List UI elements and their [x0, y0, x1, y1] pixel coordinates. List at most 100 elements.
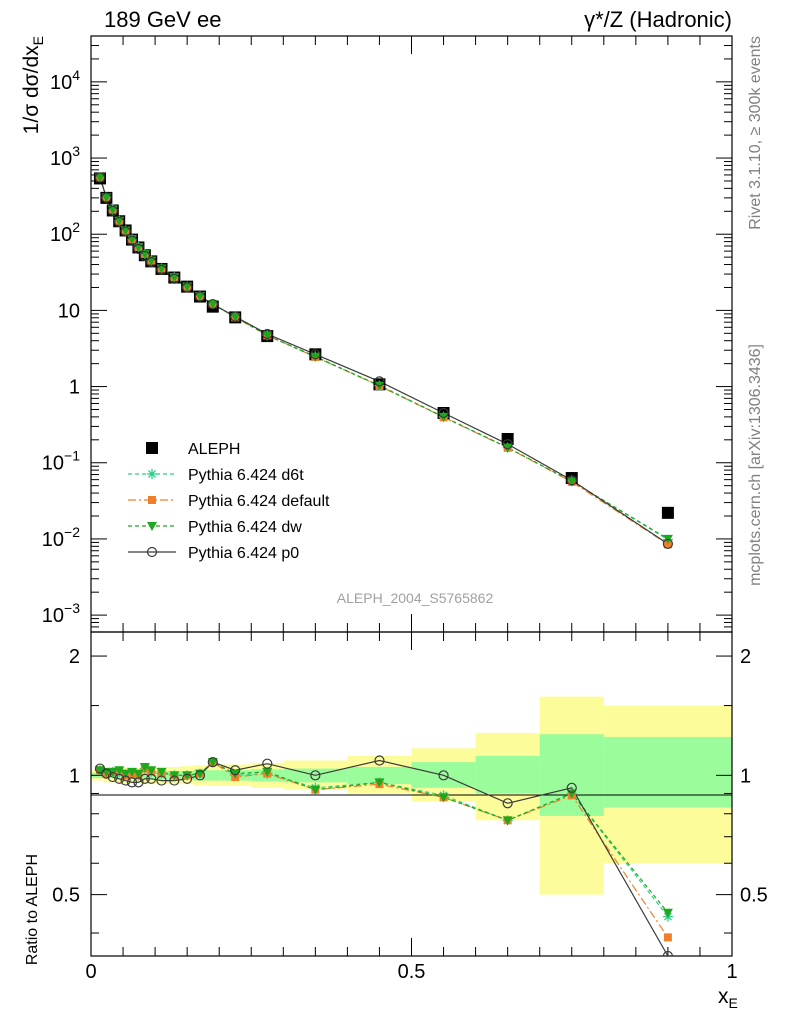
band-inner [475, 755, 540, 794]
data-point-aleph [661, 506, 674, 519]
ratio-xtick-label: 0 [85, 961, 96, 983]
header-left: 189 GeV ee [104, 7, 221, 32]
ratio-point-dw [146, 766, 157, 776]
mc-point-p0 [194, 291, 206, 302]
main-ytick-label: 103 [50, 143, 80, 170]
ratio-point-dw [438, 793, 449, 803]
legend-label-p0: Pythia 6.424 p0 [188, 545, 299, 562]
mc-point-dw [310, 352, 321, 362]
ratio-point-p0 [438, 770, 449, 781]
ratio-point-p0 [566, 782, 577, 793]
ratio-point-dw [262, 767, 273, 777]
ratio-point-default [663, 933, 672, 942]
main-line-default [99, 177, 669, 545]
main-ytick-label: 104 [50, 67, 80, 94]
mc-point-p0 [107, 205, 118, 217]
ratio-point-p0 [374, 755, 385, 766]
mc-point-p0 [230, 311, 241, 322]
main-ytick-label: 102 [50, 219, 80, 246]
main-ytick-label: 10 [58, 300, 80, 322]
main-ylabel: 1/σ dσ/dxE [20, 36, 46, 134]
main-line-d6t [99, 177, 669, 541]
legend-marker-data [146, 442, 158, 454]
ratio-point-p0 [169, 775, 180, 786]
side-rivet: Rivet 3.1.10, ≥ 300k events [747, 36, 764, 230]
tick-base: 10 [42, 529, 64, 551]
mc-point-p0 [133, 243, 144, 255]
legend-label-data: ALEPH [188, 441, 240, 458]
main-ytick-label: 10−2 [42, 524, 80, 551]
ratio-ytick-label-right: 1 [740, 765, 751, 787]
mc-point-default [663, 540, 672, 549]
legend-marker-p0 [146, 546, 158, 558]
tick-exp: 4 [72, 67, 80, 83]
ratio-xtick-label: 1 [726, 961, 737, 983]
ratio-point-p0 [207, 756, 218, 768]
mc-point-p0 [262, 328, 273, 340]
ratio-ytick-label: 0.5 [52, 885, 80, 907]
tick-base: 10 [42, 605, 64, 627]
mc-point-p0 [310, 349, 321, 360]
mc-point-dw [207, 300, 218, 310]
ratio-point-p0 [146, 773, 157, 784]
mc-point-dw [182, 282, 193, 292]
ratio-point-dw [230, 769, 241, 779]
mc-point-dw [169, 273, 180, 283]
mc-point-p0 [438, 407, 449, 419]
legend-label-d6t: Pythia 6.424 d6t [188, 467, 304, 484]
ratio-point-p0 [120, 775, 131, 786]
band-inner [206, 770, 220, 781]
ratio-point-p0 [194, 770, 206, 781]
mc-point-dw [120, 226, 131, 236]
ratio-point-p0 [114, 773, 125, 784]
xlabel: xE [718, 985, 738, 1011]
legend: ALEPH Pythia 6.424 d6t Pythia 6.424 defaul… [128, 441, 330, 562]
tick-base: 10 [42, 453, 64, 475]
mc-point-p0 [101, 192, 112, 203]
ratio-line-p0 [99, 759, 669, 956]
mc-point-p0 [566, 475, 577, 486]
band-inner [347, 766, 412, 785]
ratio-point-dw [139, 762, 150, 772]
main-line-dw [99, 177, 669, 540]
ratio-ytick-label: 2 [69, 646, 80, 668]
ratio-series [94, 755, 673, 956]
legend-label-default: Pythia 6.424 default [188, 493, 330, 510]
mc-point-p0 [169, 273, 180, 284]
band-inner [603, 736, 732, 808]
mc-point-dw [94, 173, 105, 183]
ratio-point-dw [156, 767, 167, 777]
ratio-point-dw [662, 908, 673, 918]
ratio-point-dw [207, 758, 218, 768]
tick-exp: −1 [64, 448, 80, 464]
mc-point-dw [101, 193, 112, 203]
mc-point-p0 [120, 226, 131, 237]
mc-point-p0 [374, 376, 385, 387]
ratio-axes: 0.5 0.5 1 1 2 2 0 0.5 1 [52, 632, 768, 983]
ratio-point-p0 [182, 773, 193, 784]
ratio-point-dw [374, 778, 385, 788]
mc-point-dw [566, 477, 577, 487]
main-ytick-label: 10−1 [42, 448, 80, 475]
mc-point-dw [107, 205, 118, 215]
legend-marker-dw [147, 522, 157, 531]
mc-point-p0 [114, 216, 125, 228]
mc-point-dw [230, 312, 241, 322]
ratio-ytick-label-right: 0.5 [740, 885, 768, 907]
mc-point-p0 [182, 282, 193, 293]
ratio-point-dw [182, 771, 193, 781]
mc-point-p0 [156, 264, 167, 276]
ratio-point-dw [310, 785, 321, 795]
ratio-uncertainty-bands [91, 696, 732, 895]
main-series [93, 172, 674, 550]
legend-marker-d6t [147, 469, 157, 479]
ratio-point-p0 [139, 773, 150, 784]
ratio-point-dw [114, 766, 125, 776]
ratio-point-p0 [107, 771, 118, 783]
ratio-ylabel: Ratio to ALEPH [24, 854, 41, 965]
ratio-point-p0 [310, 770, 321, 781]
side-mcplots: mcplots.cern.ch [arXiv:1306.3436] [747, 344, 764, 586]
ratio-point-p0 [230, 765, 241, 776]
mc-point-p0 [207, 298, 218, 310]
